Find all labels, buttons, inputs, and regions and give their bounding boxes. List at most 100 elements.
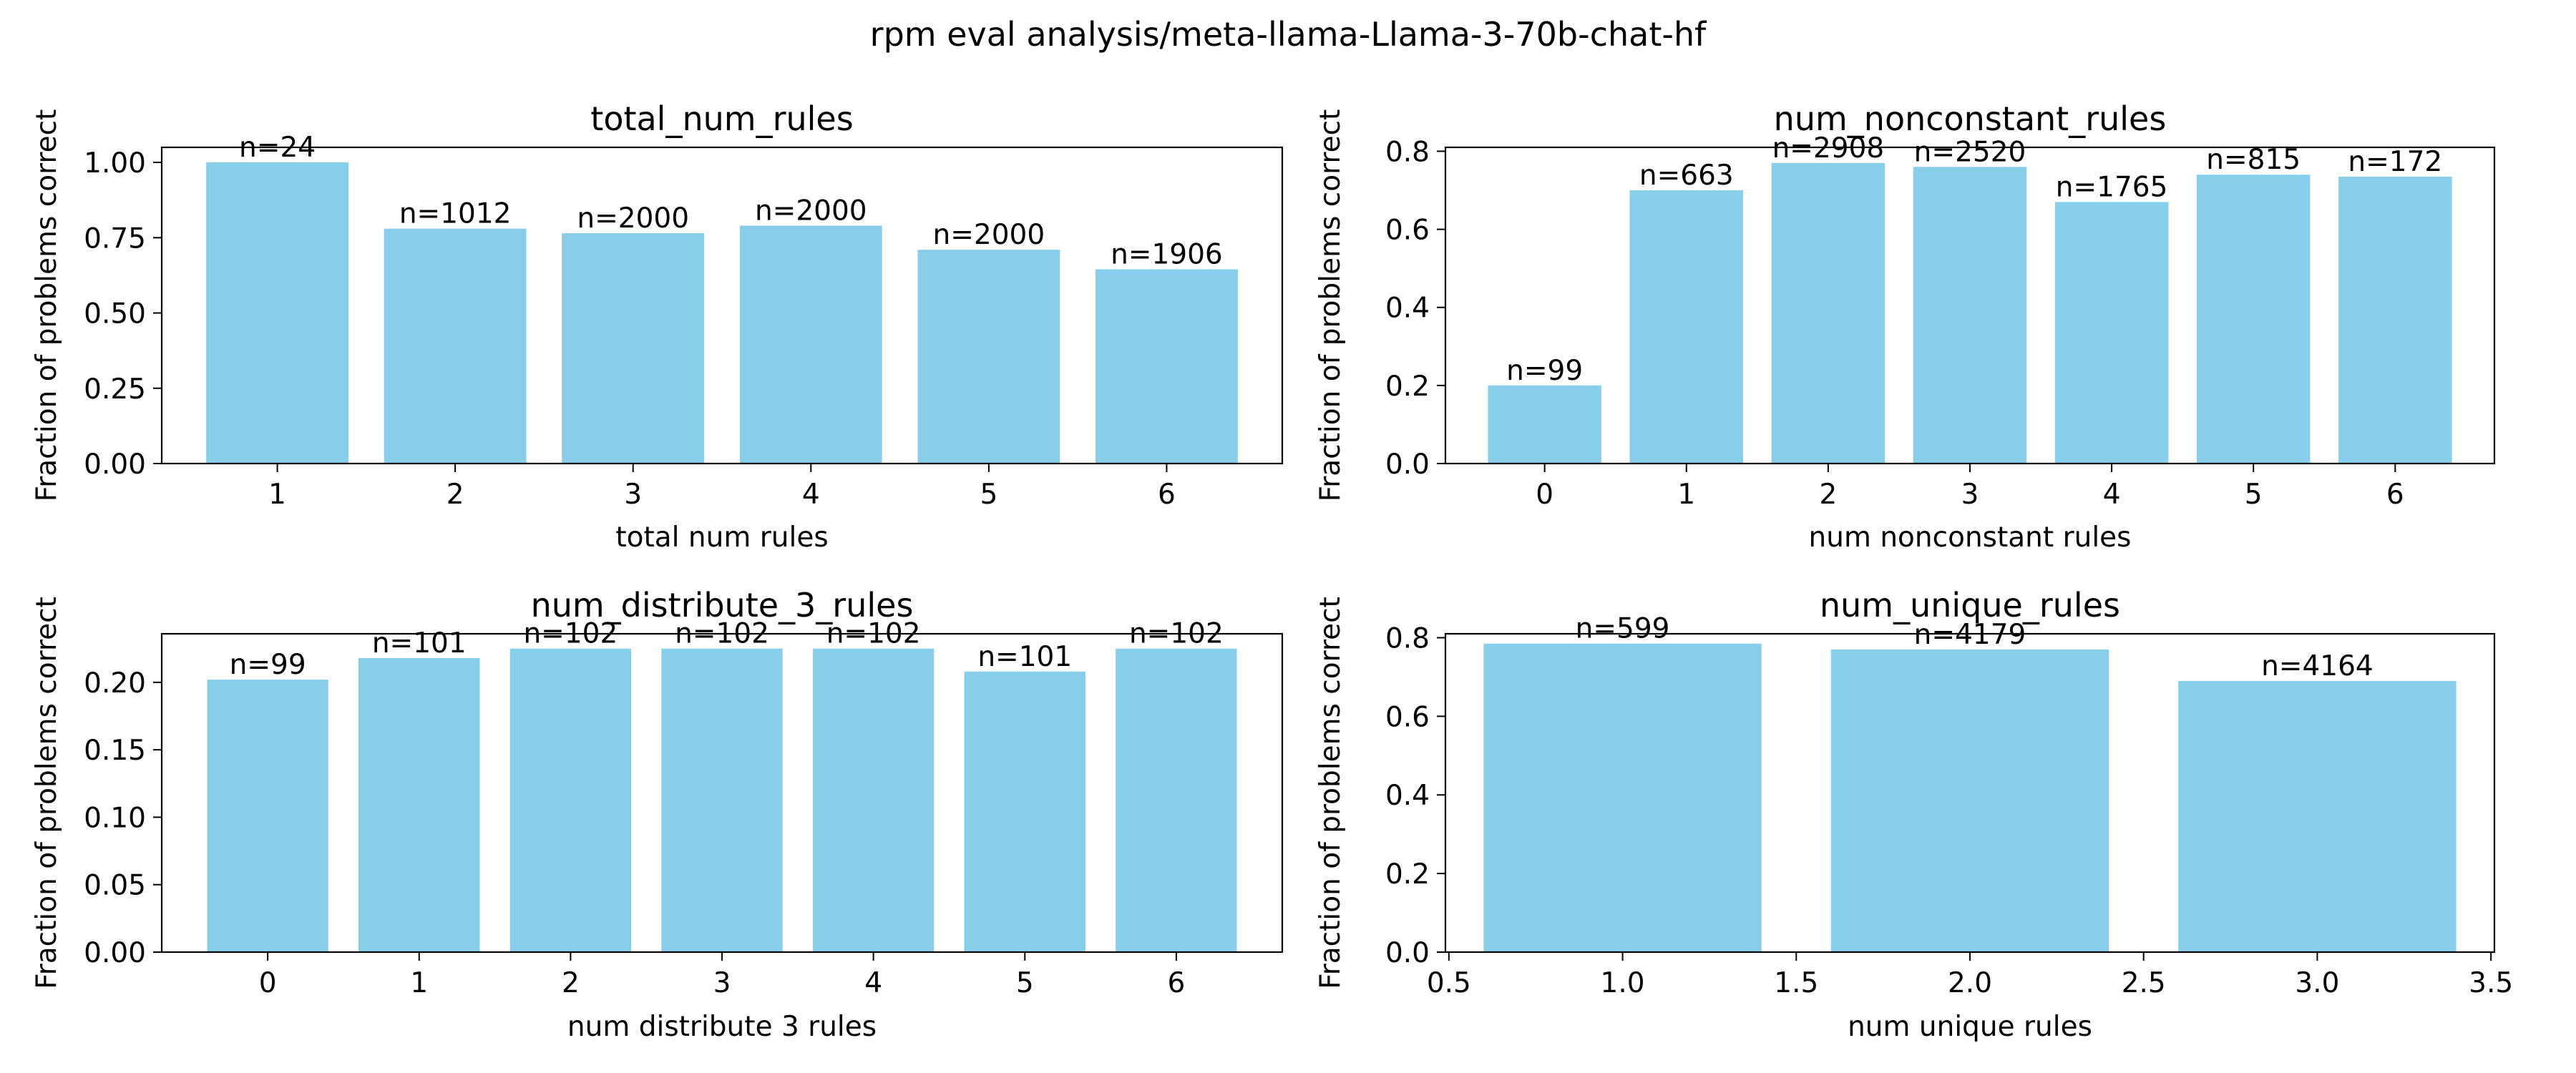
bar — [206, 162, 348, 464]
bar — [207, 680, 328, 952]
x-tick-label: 1.5 — [1774, 967, 1818, 999]
bar — [917, 250, 1060, 464]
y-tick-label: 0.00 — [84, 449, 146, 481]
y-tick-label: 0.4 — [1385, 780, 1430, 812]
bar-count-label: n=101 — [977, 641, 1072, 673]
y-tick-label: 0.4 — [1385, 293, 1430, 325]
bar-count-label: n=2000 — [577, 202, 689, 235]
panel-3: 0 1 2 3 4 5 6 0.00 0.05 0.10 0.15 0.20 n=99 n=101 n=10… — [31, 586, 1284, 1043]
y-tick-label: 1.00 — [84, 147, 146, 180]
x-tick-label: 5 — [1016, 967, 1034, 999]
y-tick-label: 0.0 — [1385, 449, 1430, 481]
panel-title: num_nonconstant_rules — [1774, 99, 2167, 138]
x-axis-label: total num rules — [615, 521, 828, 554]
y-tick-label: 0.8 — [1385, 622, 1430, 655]
bar-count-label: n=4164 — [2261, 650, 2373, 682]
y-tick-label: 0.6 — [1385, 701, 1430, 733]
bar — [2338, 176, 2452, 464]
bar-count-label: n=24 — [239, 132, 316, 164]
x-tick-label: 1.0 — [1601, 967, 1645, 999]
bar — [358, 657, 480, 952]
bar — [1116, 648, 1237, 952]
panel-2: 0 1 2 3 4 5 6 0.0 0.2 0.4 0.6 0.8 n=99 n=663 n=2908 n=2… — [1314, 99, 2496, 554]
x-tick-label: 2 — [447, 479, 464, 511]
bar — [2054, 202, 2169, 464]
y-tick-label: 0.10 — [84, 802, 146, 834]
y-tick-label: 0.05 — [84, 870, 146, 902]
bar — [964, 671, 1085, 952]
x-tick-label: 3 — [624, 479, 642, 511]
x-tick-label: 1 — [268, 479, 286, 511]
bar-count-label: n=99 — [1506, 355, 1583, 387]
y-tick-label: 0.8 — [1385, 136, 1430, 168]
bar — [1830, 649, 2109, 952]
bar — [1771, 162, 1885, 464]
bar-count-label: n=2520 — [1914, 136, 2026, 168]
bar-count-label: n=172 — [2348, 146, 2442, 178]
x-tick-label: 6 — [1167, 967, 1185, 999]
bar-count-label: n=815 — [2206, 144, 2301, 176]
y-tick-label: 0.2 — [1385, 371, 1430, 403]
bar — [739, 225, 882, 464]
y-tick-label: 0.50 — [84, 298, 146, 330]
panel-4: 0.5 1.0 1.5 2.0 2.5 3.0 3.5 0.0 0.2 0.4 0.6 0.8 n=59… — [1314, 586, 2513, 1043]
bar-count-label: n=1765 — [2056, 171, 2168, 203]
x-axis-label: num distribute 3 rules — [567, 1011, 877, 1043]
bar — [2178, 680, 2457, 952]
y-tick-label: 0.00 — [84, 937, 146, 969]
bar-count-label: n=101 — [372, 627, 467, 660]
bar — [812, 648, 935, 952]
panel-title: total_num_rules — [590, 99, 853, 138]
bar-count-label: n=663 — [1639, 160, 1734, 192]
bar-count-label: n=2908 — [1772, 132, 1885, 165]
x-tick-label: 6 — [1158, 479, 1176, 511]
bar — [1096, 269, 1238, 464]
x-tick-label: 2.5 — [2122, 967, 2166, 999]
x-tick-label: 0 — [1536, 479, 1553, 511]
bar-count-label: n=2000 — [755, 195, 867, 227]
y-axis-label: Fraction of problems correct — [1314, 597, 1347, 989]
x-tick-label: 1 — [1677, 479, 1695, 511]
y-tick-label: 0.2 — [1385, 858, 1430, 891]
x-axis-label: num unique rules — [1848, 1011, 2092, 1043]
x-tick-label: 3 — [1961, 479, 1979, 511]
bar-count-label: n=102 — [1129, 618, 1224, 650]
y-tick-label: 0.0 — [1385, 937, 1430, 969]
panel-title: num_unique_rules — [1820, 586, 2120, 624]
x-tick-label: 6 — [2386, 479, 2404, 511]
bar — [384, 228, 527, 464]
bar — [1913, 167, 2027, 464]
x-tick-label: 0 — [259, 967, 277, 999]
bar-count-label: n=102 — [523, 618, 618, 650]
bar — [661, 648, 783, 952]
x-tick-label: 3 — [713, 967, 731, 999]
x-tick-label: 5 — [980, 479, 997, 511]
y-tick-label: 0.15 — [84, 735, 146, 767]
bar-count-label: n=4179 — [1914, 619, 2026, 651]
x-tick-label: 3.0 — [2295, 967, 2339, 999]
bar — [562, 232, 705, 464]
y-tick-label: 0.25 — [84, 373, 146, 406]
x-tick-label: 2 — [1819, 479, 1837, 511]
x-tick-label: 1 — [410, 967, 428, 999]
bar — [2196, 175, 2311, 464]
x-tick-label: 2 — [562, 967, 580, 999]
figure-title: rpm eval analysis/meta-llama-Llama-3-70b… — [870, 15, 1707, 54]
x-axis-label: num nonconstant rules — [1809, 521, 2132, 554]
y-axis-label: Fraction of problems correct — [1314, 109, 1347, 502]
bar-count-label: n=102 — [675, 618, 769, 650]
bar-count-label: n=102 — [826, 618, 921, 650]
x-tick-label: 4 — [864, 967, 882, 999]
bar-count-label: n=2000 — [933, 219, 1045, 251]
axes-frame — [160, 146, 1284, 465]
x-tick-label: 3.5 — [2469, 967, 2513, 999]
panel-1: 1 2 3 4 5 6 0.00 0.25 0.50 0.75 1.00 n=24 n=1012 n=20… — [31, 99, 1284, 554]
y-tick-label: 0.6 — [1385, 215, 1430, 247]
x-tick-label: 2.0 — [1948, 967, 1992, 999]
y-tick-label: 0.20 — [84, 667, 146, 700]
bar-count-label: n=1012 — [399, 198, 512, 230]
x-tick-label: 0.5 — [1427, 967, 1471, 999]
panel-title: num_distribute_3_rules — [531, 586, 914, 624]
